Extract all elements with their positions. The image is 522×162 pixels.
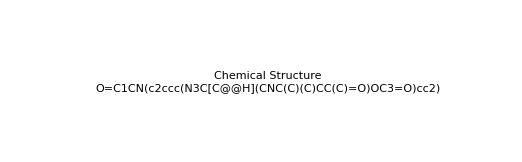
Text: Chemical Structure
O=C1CN(c2ccc(N3C[C@@H](CNC(C)(C)CC(C)=O)OC3=O)cc2): Chemical Structure O=C1CN(c2ccc(N3C[C@@H… [95,71,440,93]
